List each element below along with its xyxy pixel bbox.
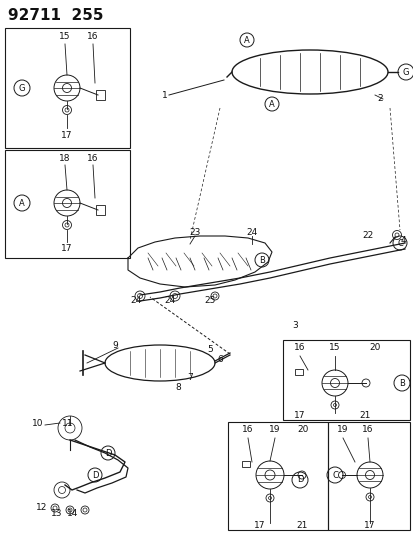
Text: C: C xyxy=(396,238,402,247)
Bar xyxy=(5,150,130,258)
Bar xyxy=(228,422,327,530)
Text: 11: 11 xyxy=(62,418,74,427)
Text: 10: 10 xyxy=(32,418,44,427)
Text: G: G xyxy=(402,68,408,77)
Text: 20: 20 xyxy=(368,343,380,352)
Text: 5: 5 xyxy=(206,345,212,354)
Text: 4: 4 xyxy=(399,236,405,245)
Text: 16: 16 xyxy=(361,425,373,434)
Text: 12: 12 xyxy=(36,504,47,513)
Text: B: B xyxy=(398,378,404,387)
Bar xyxy=(5,28,130,148)
Text: D: D xyxy=(92,471,98,480)
Text: 17: 17 xyxy=(254,521,265,530)
Text: 17: 17 xyxy=(61,244,73,253)
Text: 2: 2 xyxy=(376,93,382,102)
Text: 17: 17 xyxy=(61,131,73,140)
Text: 17: 17 xyxy=(363,521,375,530)
Text: A: A xyxy=(19,198,25,207)
Text: 13: 13 xyxy=(51,508,63,518)
Text: C: C xyxy=(331,471,337,480)
Text: 24: 24 xyxy=(164,295,175,304)
Text: 21: 21 xyxy=(296,521,307,530)
Text: 19: 19 xyxy=(268,425,280,434)
Text: B: B xyxy=(259,255,264,264)
Text: A: A xyxy=(268,100,274,109)
Text: 24: 24 xyxy=(130,295,141,304)
Text: D: D xyxy=(104,448,111,457)
Text: 15: 15 xyxy=(59,31,71,41)
Text: 14: 14 xyxy=(67,510,78,519)
Text: 16: 16 xyxy=(87,31,99,41)
Text: 20: 20 xyxy=(297,425,308,434)
Text: 22: 22 xyxy=(361,230,373,239)
Text: 92711  255: 92711 255 xyxy=(8,7,103,22)
Text: 8: 8 xyxy=(175,384,180,392)
Text: A: A xyxy=(244,36,249,44)
Text: 15: 15 xyxy=(328,343,340,352)
Bar xyxy=(282,340,409,420)
Text: 18: 18 xyxy=(59,154,71,163)
Text: 24: 24 xyxy=(246,228,257,237)
Text: 3: 3 xyxy=(292,320,297,329)
Text: D: D xyxy=(296,475,302,484)
Text: 7: 7 xyxy=(187,374,192,383)
Text: 9: 9 xyxy=(112,341,118,350)
Text: 16: 16 xyxy=(242,425,253,434)
Text: G: G xyxy=(19,84,25,93)
Text: 16: 16 xyxy=(294,343,305,352)
Text: 17: 17 xyxy=(294,410,305,419)
Text: 23: 23 xyxy=(189,228,200,237)
Text: 16: 16 xyxy=(87,154,99,163)
Text: 1: 1 xyxy=(162,91,168,100)
Text: 6: 6 xyxy=(216,356,222,365)
Text: 19: 19 xyxy=(337,425,348,434)
Text: 21: 21 xyxy=(358,410,370,419)
Bar xyxy=(327,422,409,530)
Text: 25: 25 xyxy=(204,295,215,304)
